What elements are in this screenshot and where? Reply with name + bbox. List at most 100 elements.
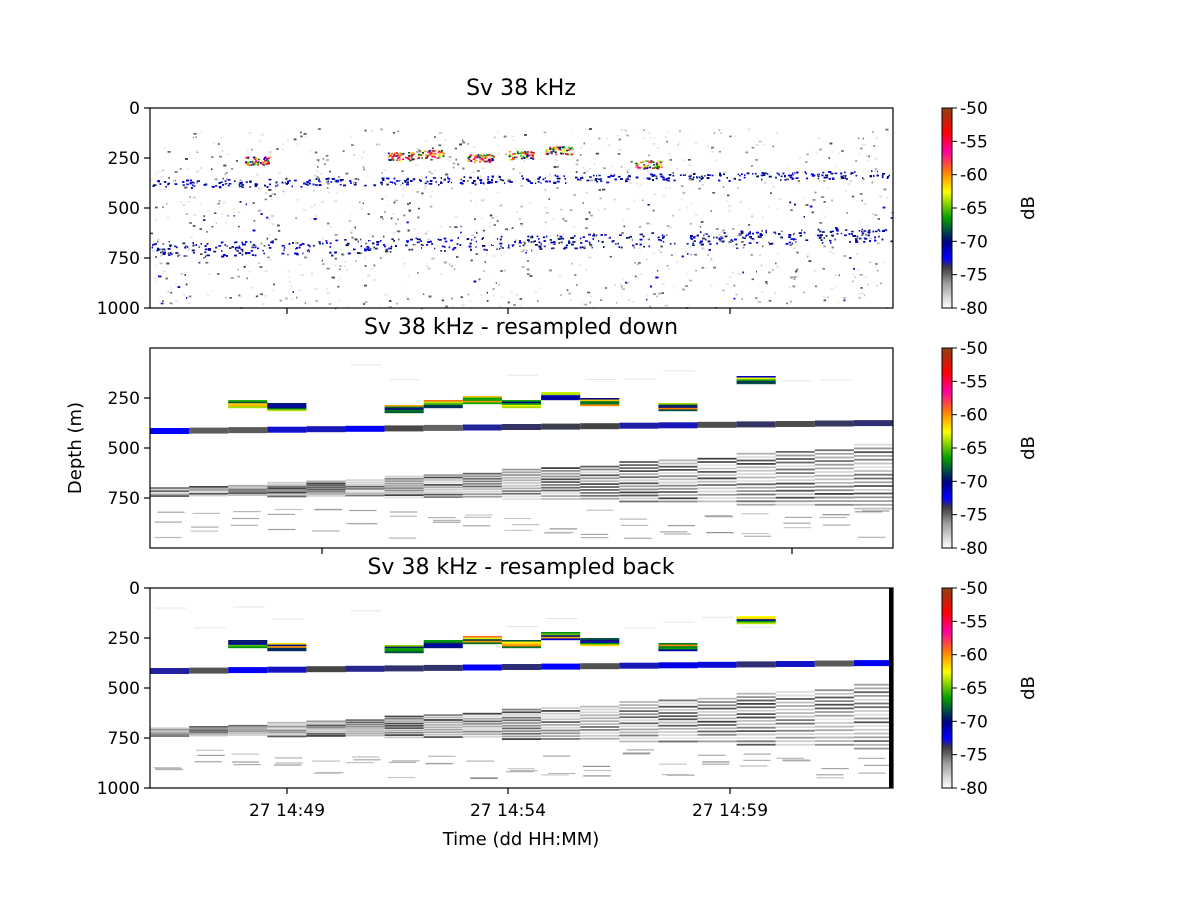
echo-sample — [761, 230, 763, 232]
echo-sample — [584, 246, 586, 248]
echo-sample — [172, 182, 174, 184]
echo-sample — [586, 170, 589, 172]
echo-sample — [289, 180, 291, 182]
echo-sample — [564, 178, 566, 180]
echo-sample — [430, 159, 433, 161]
echo-sample — [822, 242, 824, 244]
echo-sample — [640, 273, 642, 275]
echo-sample — [744, 237, 746, 239]
echo-sample — [234, 180, 235, 182]
echo-sample — [369, 241, 372, 243]
echo-sample — [354, 182, 355, 184]
echo-sample — [472, 239, 474, 241]
echo-sample — [647, 223, 650, 225]
echo-sample — [745, 235, 747, 237]
echo-sample — [322, 238, 325, 240]
echo-sample — [516, 211, 518, 213]
echo-sample — [407, 298, 409, 300]
echo-sample — [484, 249, 486, 251]
echo-sample — [838, 302, 840, 304]
echo-sample — [589, 212, 591, 214]
echo-sample — [749, 236, 752, 238]
echo-sample — [829, 240, 831, 242]
echo-sample — [316, 170, 319, 172]
echo-sample — [355, 260, 356, 262]
echo-sample — [180, 168, 182, 170]
echo-sample — [249, 132, 252, 134]
echo-sample — [763, 144, 765, 146]
echo-sample — [190, 237, 193, 239]
echo-sample — [361, 208, 363, 210]
echo-sample — [500, 255, 502, 257]
echo-sample — [868, 235, 870, 237]
echo-sample — [396, 303, 398, 305]
echo-sample — [741, 173, 742, 175]
echo-sample — [292, 242, 294, 244]
echo-sample — [193, 252, 195, 254]
echo-sample — [700, 226, 702, 228]
echo-sample — [608, 233, 610, 235]
echo-sample — [734, 178, 735, 180]
echo-sample — [189, 222, 191, 224]
echo-sample — [594, 237, 596, 239]
echo-sample — [190, 180, 192, 182]
echo-sample — [862, 200, 863, 202]
echo-sample — [447, 177, 448, 179]
echo-sample — [438, 145, 441, 147]
echo-sample — [849, 257, 852, 259]
echo-sample — [878, 229, 880, 231]
echo-sample — [620, 178, 623, 180]
echo-sample — [166, 278, 168, 280]
echo-sample — [546, 236, 547, 238]
echo-sample — [797, 252, 799, 254]
echo-sample — [874, 240, 876, 242]
echo-sample — [583, 247, 585, 249]
echo-sample — [739, 175, 741, 177]
echo-sample — [595, 179, 597, 181]
echo-sample — [860, 274, 863, 276]
echo-sample — [682, 256, 684, 258]
echo-sample — [440, 185, 442, 187]
echo-sample — [539, 176, 541, 178]
echo-sample — [206, 231, 207, 233]
echo-sample — [272, 241, 274, 243]
echo-sample — [648, 204, 650, 206]
echo-sample — [481, 279, 482, 281]
echo-sample — [643, 138, 645, 140]
echo-sample — [577, 179, 579, 181]
echo-sample — [187, 246, 188, 248]
echo-sample — [432, 190, 434, 192]
echo-sample — [191, 187, 193, 189]
echo-sample — [318, 241, 320, 243]
echo-sample — [509, 229, 512, 231]
echo-sample — [334, 252, 336, 254]
echo-sample — [226, 179, 228, 181]
echo-sample — [884, 189, 887, 191]
echo-sample — [325, 240, 327, 242]
echo-sample — [160, 176, 163, 178]
echo-sample — [521, 175, 523, 177]
echo-sample — [580, 238, 581, 240]
echo-sample — [309, 180, 311, 182]
echo-sample — [530, 202, 532, 204]
echo-sample — [405, 245, 408, 247]
echo-sample — [171, 292, 173, 294]
echo-sample — [541, 182, 542, 184]
echo-sample — [278, 230, 280, 232]
echo-sample — [848, 183, 850, 185]
echo-sample — [476, 246, 477, 248]
echo-sample — [538, 238, 539, 240]
echo-sample — [474, 281, 477, 283]
echo-sample — [669, 174, 671, 176]
echo-sample — [716, 228, 719, 230]
echo-sample — [545, 190, 547, 192]
echo-sample — [365, 243, 366, 245]
echo-sample — [444, 262, 447, 264]
echo-sample — [191, 182, 193, 184]
echo-sample — [617, 135, 620, 137]
echo-sample — [382, 218, 383, 220]
echo-sample — [167, 184, 169, 186]
echo-sample — [766, 283, 768, 285]
echo-sample — [698, 188, 701, 190]
echo-sample — [395, 245, 397, 247]
